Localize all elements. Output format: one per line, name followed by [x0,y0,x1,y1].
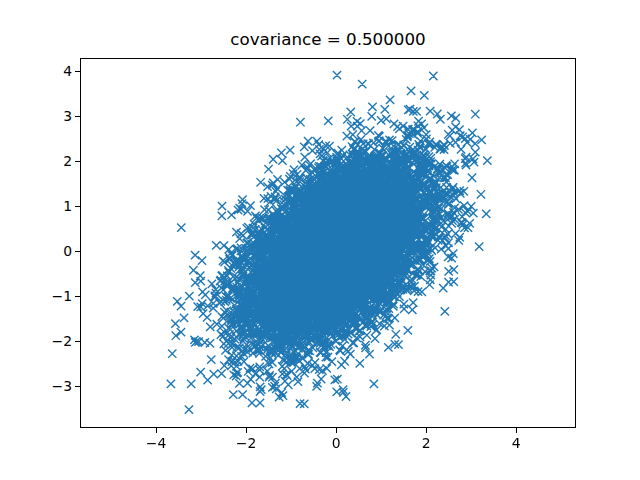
figure: covariance = 0.500000 −4 −2 0 2 4 −3 −2 −1 0 1 2 3 4 [0,0,640,480]
chart-title: covariance = 0.500000 [80,29,576,49]
y-tick-mark [75,386,80,387]
x-tick-mark [336,428,337,433]
y-tick-mark [75,161,80,162]
y-tick-mark [75,251,80,252]
y-tick-mark [75,296,80,297]
y-tick-label: −2 [32,333,72,349]
x-tick-mark [516,428,517,433]
x-tick-mark [156,428,157,433]
x-tick-label: −2 [236,435,256,451]
x-tick-mark [246,428,247,433]
x-tick-label: 2 [422,435,431,451]
y-tick-label: 1 [32,198,72,214]
y-tick-mark [75,71,80,72]
x-tick-label: −4 [146,435,166,451]
y-tick-label: −3 [32,378,72,394]
y-tick-label: 4 [32,63,72,79]
y-tick-label: 3 [32,108,72,124]
y-tick-label: 2 [32,153,72,169]
y-tick-label: −1 [32,288,72,304]
y-tick-mark [75,116,80,117]
y-tick-mark [75,206,80,207]
x-tick-label: 0 [332,435,341,451]
axes-frame [80,58,576,428]
y-tick-label: 0 [32,243,72,259]
y-tick-mark [75,341,80,342]
x-tick-mark [426,428,427,433]
x-tick-label: 4 [512,435,521,451]
